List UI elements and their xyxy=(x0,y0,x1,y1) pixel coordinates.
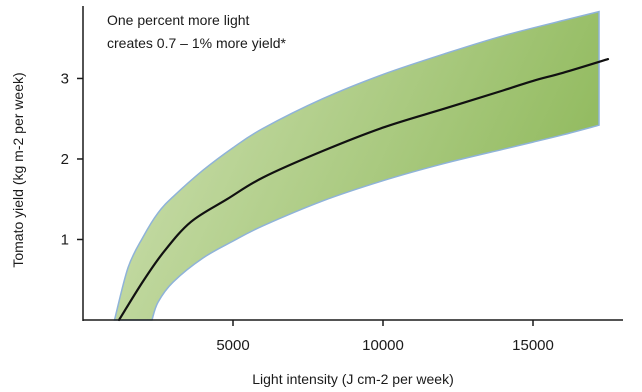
x-tick-label: 15000 xyxy=(512,337,554,354)
y-tick-label: 2 xyxy=(61,151,69,168)
x-axis-ticks: 5000 10000 15000 xyxy=(216,320,554,354)
annotation-line-1: One percent more light xyxy=(107,12,250,28)
mean-yield-line xyxy=(117,58,610,322)
y-axis-ticks: 1 2 3 xyxy=(61,70,83,248)
confidence-band xyxy=(113,10,600,321)
y-axis-title: Tomato yield (kg m-2 per week) xyxy=(10,72,26,267)
x-tick-label: 10000 xyxy=(362,337,404,354)
x-axis-title: Light intensity (J cm-2 per week) xyxy=(252,371,454,387)
y-tick-label: 1 xyxy=(61,231,69,248)
y-tick-label: 3 xyxy=(61,70,69,87)
annotation-line-2: creates 0.7 – 1% more yield* xyxy=(107,35,287,51)
x-tick-label: 5000 xyxy=(216,337,249,354)
